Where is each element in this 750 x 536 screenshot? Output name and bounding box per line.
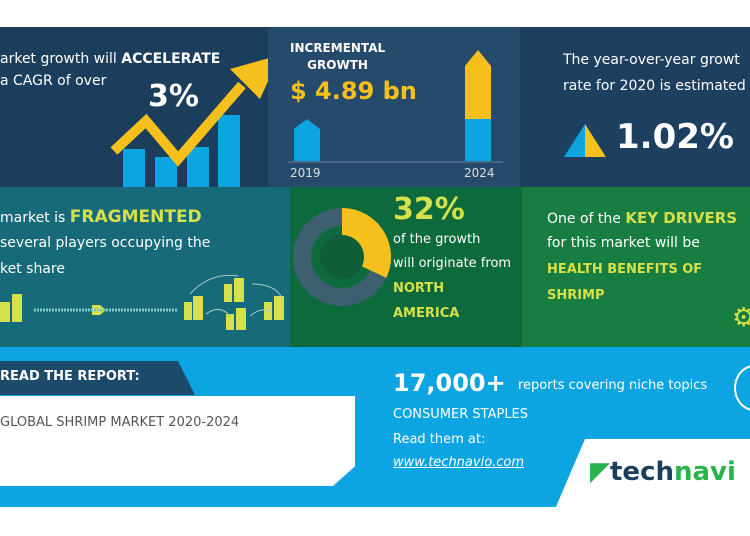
report-count: 17,000+ xyxy=(393,369,506,397)
read-at-label: Read them at: xyxy=(393,432,486,447)
donut-slice xyxy=(342,208,391,278)
fragmented-panel: market is FRAGMENTED several players occ… xyxy=(0,187,290,347)
donut-chart-icon xyxy=(293,208,391,306)
region-value: 32% xyxy=(393,192,465,227)
yoy-text: The year-over-year growt xyxy=(563,52,740,68)
report-count-text: reports covering niche topics xyxy=(518,378,708,393)
yoy-text-2: rate for 2020 is estimated xyxy=(563,78,746,94)
up-triangle-icon xyxy=(564,124,606,157)
bar-2019 xyxy=(294,119,320,161)
incremental-growth-panel: INCREMENTAL GROWTH $ 4.89 bn 2019 2024 xyxy=(268,27,520,187)
report-title-box xyxy=(0,396,355,486)
driver-name-1: HEALTH BENEFITS OF xyxy=(547,262,703,277)
accelerate-label: ACCELERATE xyxy=(121,51,221,67)
technavio-link[interactable]: www.technavio.com xyxy=(393,455,525,470)
logo-box xyxy=(555,439,750,507)
bar-2024-increment xyxy=(465,50,491,161)
cagr-text-2: a CAGR of over xyxy=(0,73,107,89)
drivers-text-2: for this market will be xyxy=(547,235,700,251)
region-name-1: NORTH xyxy=(393,281,445,296)
fragmented-text-3: ket share xyxy=(0,261,65,277)
driver-name-2: SHRIMP xyxy=(547,288,605,303)
incremental-bars xyxy=(288,50,503,163)
growth-chart-icon xyxy=(110,58,268,187)
yoy-value: 1.02% xyxy=(616,117,734,157)
cagr-value: 3% xyxy=(148,79,199,114)
report-footer: READ THE REPORT: GLOBAL SHRIMP MARKET 20… xyxy=(0,347,750,507)
drivers-panel: One of the KEY DRIVERS for this market w… xyxy=(522,187,750,347)
category-label: CONSUMER STAPLES xyxy=(393,407,529,422)
cagr-text: arket growth will xyxy=(0,51,122,67)
gear-icon: ⚙ xyxy=(732,303,750,333)
bar-2024-base xyxy=(465,119,491,161)
technavio-logo: ◤technavi xyxy=(590,457,736,487)
region-name-2: AMERICA xyxy=(393,306,460,321)
fragmented-label: FRAGMENTED xyxy=(69,207,202,227)
read-report-tab: READ THE REPORT: xyxy=(0,369,140,384)
cagr-panel: arket growth will ACCELERATE a CAGR of o… xyxy=(0,27,268,187)
key-drivers-label: KEY DRIVERS xyxy=(625,209,738,227)
year-2019: 2019 xyxy=(290,166,321,180)
yoy-panel: The year-over-year growt rate for 2020 i… xyxy=(520,27,750,187)
fragmented-text: market is xyxy=(0,210,70,226)
incremental-value: $ 4.89 bn xyxy=(290,77,417,105)
year-2024: 2024 xyxy=(464,166,495,180)
fragmented-text-2: several players occupying the xyxy=(0,235,211,251)
drivers-text: One of the xyxy=(547,211,626,227)
region-text-2: will originate from xyxy=(393,256,512,271)
growth-title: GROWTH xyxy=(307,58,368,72)
region-text: of the growth xyxy=(393,232,481,247)
report-title[interactable]: GLOBAL SHRIMP MARKET 2020-2024 xyxy=(0,415,240,430)
incremental-title: INCREMENTAL xyxy=(290,41,386,55)
info-circle-icon xyxy=(734,365,750,411)
region-panel: 32% of the growth will originate from NO… xyxy=(290,187,522,347)
players-illustration xyxy=(0,274,284,330)
